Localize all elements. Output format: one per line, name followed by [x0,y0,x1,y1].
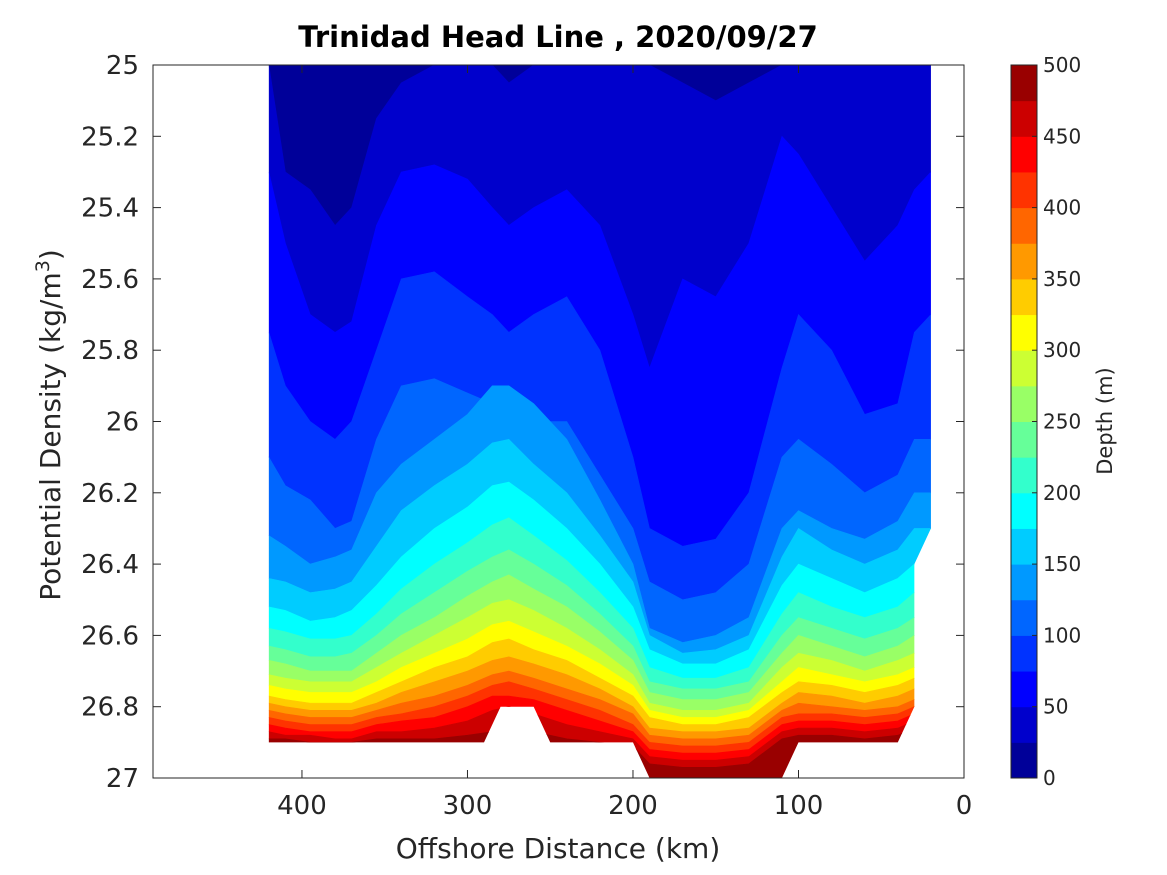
chart-title: Trinidad Head Line , 2020/09/27 [298,20,818,54]
colorbar-segment [1011,492,1037,529]
colorbar-segment [1011,278,1037,316]
colorbar-segment [1011,742,1037,779]
colorbar-tick-label: 350 [1043,267,1081,291]
y-axis-label-main: Potential Density (kg/m [34,272,67,601]
colorbar-segment [1011,65,1037,102]
x-tick-label: 200 [608,791,658,821]
colorbar-segment [1011,100,1037,137]
y-axis-label-superscript: 3 [32,260,54,272]
contour-fill-group [268,65,931,778]
contour-band-0 [268,65,931,226]
colorbar-tick-label: 450 [1043,124,1081,148]
colorbar-segment [1011,207,1037,244]
colorbar-tick-label: 100 [1043,623,1081,647]
colorbar-segment [1011,314,1037,351]
y-tick-label: 27 [106,764,139,794]
y-tick-label: 26 [106,408,139,438]
x-axis-label: Offshore Distance (km) [396,832,721,865]
colorbar-tick-label: 200 [1043,481,1081,505]
y-tick-label: 26.4 [81,550,139,580]
colorbar-segment [1011,671,1037,708]
y-tick-label: 25.6 [81,265,139,295]
colorbar-tick-label: 400 [1043,196,1081,220]
y-tick-label: 25 [106,51,139,81]
y-tick-label: 26.2 [81,479,139,509]
y-axis-ticks: 25 25.2 25.4 25.6 25.8 26 26.2 26.4 26.6 26.8 27 [81,51,964,794]
colorbar-tick-label: 250 [1043,410,1081,434]
colorbar-ticks: 0 50 100 150 200 250 300 350 400 450 500 [1032,53,1081,790]
colorbar-segment [1011,635,1037,672]
colorbar [1011,65,1037,779]
colorbar-segment [1011,243,1037,280]
colorbar-segment [1011,421,1037,458]
y-tick-label: 26.6 [81,621,139,651]
colorbar-segment [1011,350,1037,387]
x-axis-ticks: 400 300 200 100 0 [277,65,972,821]
colorbar-tick-label: 300 [1043,338,1081,362]
x-tick-label: 400 [277,791,327,821]
x-tick-label: 100 [774,791,824,821]
y-tick-label: 25.2 [81,122,139,152]
colorbar-segment [1011,706,1037,743]
y-tick-label: 26.8 [81,693,139,723]
colorbar-tick-label: 50 [1043,695,1068,719]
colorbar-segment [1011,564,1037,601]
y-tick-label: 25.4 [81,194,139,224]
colorbar-tick-label: 0 [1043,766,1056,790]
y-axis-label-end: ) [34,249,67,260]
x-tick-label: 0 [956,791,973,821]
colorbar-tick-label: 500 [1043,53,1081,77]
colorbar-tick-label: 150 [1043,552,1081,576]
colorbar-segment [1011,599,1037,636]
colorbar-segment [1011,136,1037,173]
colorbar-segment [1011,385,1037,422]
colorbar-segment [1011,457,1037,494]
y-axis-label: Potential Density (kg/m3) [32,249,67,601]
colorbar-label: Depth (m) [1093,367,1117,474]
x-tick-label: 300 [443,791,493,821]
colorbar-segment [1011,171,1037,209]
y-tick-label: 25.8 [81,336,139,366]
colorbar-segment [1011,528,1037,565]
